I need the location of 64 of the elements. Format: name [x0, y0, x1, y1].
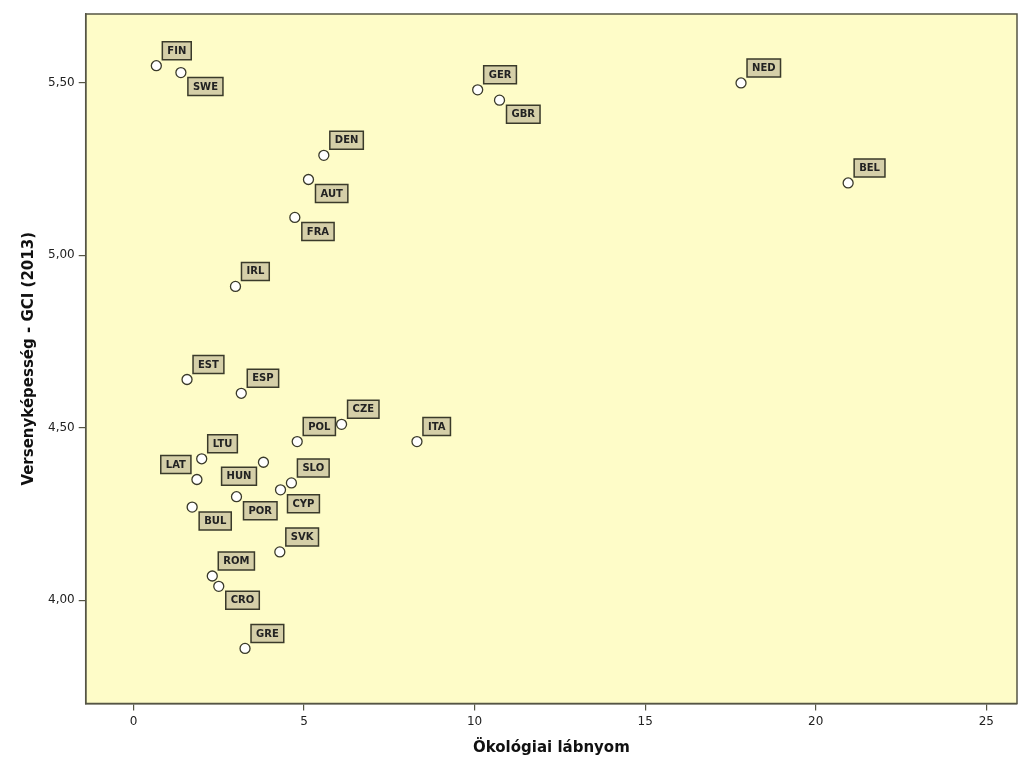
point [291, 435, 303, 448]
data-label: FIN [167, 44, 187, 56]
x-tick-label: 15 [637, 713, 653, 728]
data-label: NED [752, 62, 776, 74]
point [150, 60, 162, 72]
point [274, 546, 286, 558]
point [318, 149, 330, 162]
point [842, 177, 854, 189]
point [229, 280, 242, 293]
point [289, 211, 301, 224]
point [411, 435, 423, 448]
point [191, 473, 203, 486]
point [213, 580, 225, 593]
data-label: HUN [226, 470, 252, 482]
point [472, 84, 484, 96]
data-label: SWE [192, 80, 219, 92]
data-label: SVK [290, 530, 315, 542]
point [335, 418, 348, 430]
point [302, 173, 315, 186]
point [235, 387, 247, 399]
y-axis-title: Versenyképesség - GCI (2013) [18, 232, 37, 486]
x-axis-title: Ökológiai lábnyom [472, 736, 630, 756]
point [735, 77, 747, 89]
x-tick-label: 20 [808, 713, 824, 728]
data-label: POL [308, 420, 332, 432]
data-label: GRE [256, 627, 279, 639]
x-tick-label: 25 [978, 713, 994, 728]
data-label: FRA [306, 225, 330, 237]
data-label: LTU [212, 437, 233, 449]
point [274, 484, 287, 496]
x-tick-label: 5 [300, 713, 308, 728]
y-tick-label: 4,00 [48, 592, 75, 607]
point [285, 477, 298, 489]
data-label: GBR [511, 108, 536, 120]
data-label: SLO [302, 462, 325, 474]
data-label: ITA [427, 420, 446, 432]
data-label: DEN [334, 134, 359, 146]
data-label: ESP [252, 372, 274, 384]
data-label: EST [198, 358, 220, 370]
point [181, 373, 193, 386]
point [493, 94, 506, 106]
point [175, 66, 187, 79]
point [239, 642, 251, 655]
data-label: CZE [352, 403, 375, 415]
point [186, 501, 198, 513]
point [257, 456, 270, 468]
y-tick-label: 5,50 [48, 75, 75, 90]
data-label: BEL [859, 162, 881, 174]
y-tick-label: 5,00 [48, 247, 75, 262]
data-label: AUT [320, 187, 344, 199]
point [206, 570, 218, 582]
data-label: CYP [292, 497, 315, 509]
point [230, 491, 243, 503]
data-label: IRL [246, 265, 265, 277]
x-tick-label: 0 [129, 713, 138, 728]
y-tick-label: 4,50 [48, 419, 75, 434]
data-label: LAT [165, 458, 187, 470]
data-label: GER [488, 68, 512, 80]
data-label: POR [248, 504, 273, 516]
data-label: BUL [204, 515, 227, 527]
x-tick-label: 10 [466, 713, 483, 728]
data-label: CRO [230, 594, 255, 606]
data-label: ROM [223, 555, 250, 567]
point [196, 453, 208, 465]
